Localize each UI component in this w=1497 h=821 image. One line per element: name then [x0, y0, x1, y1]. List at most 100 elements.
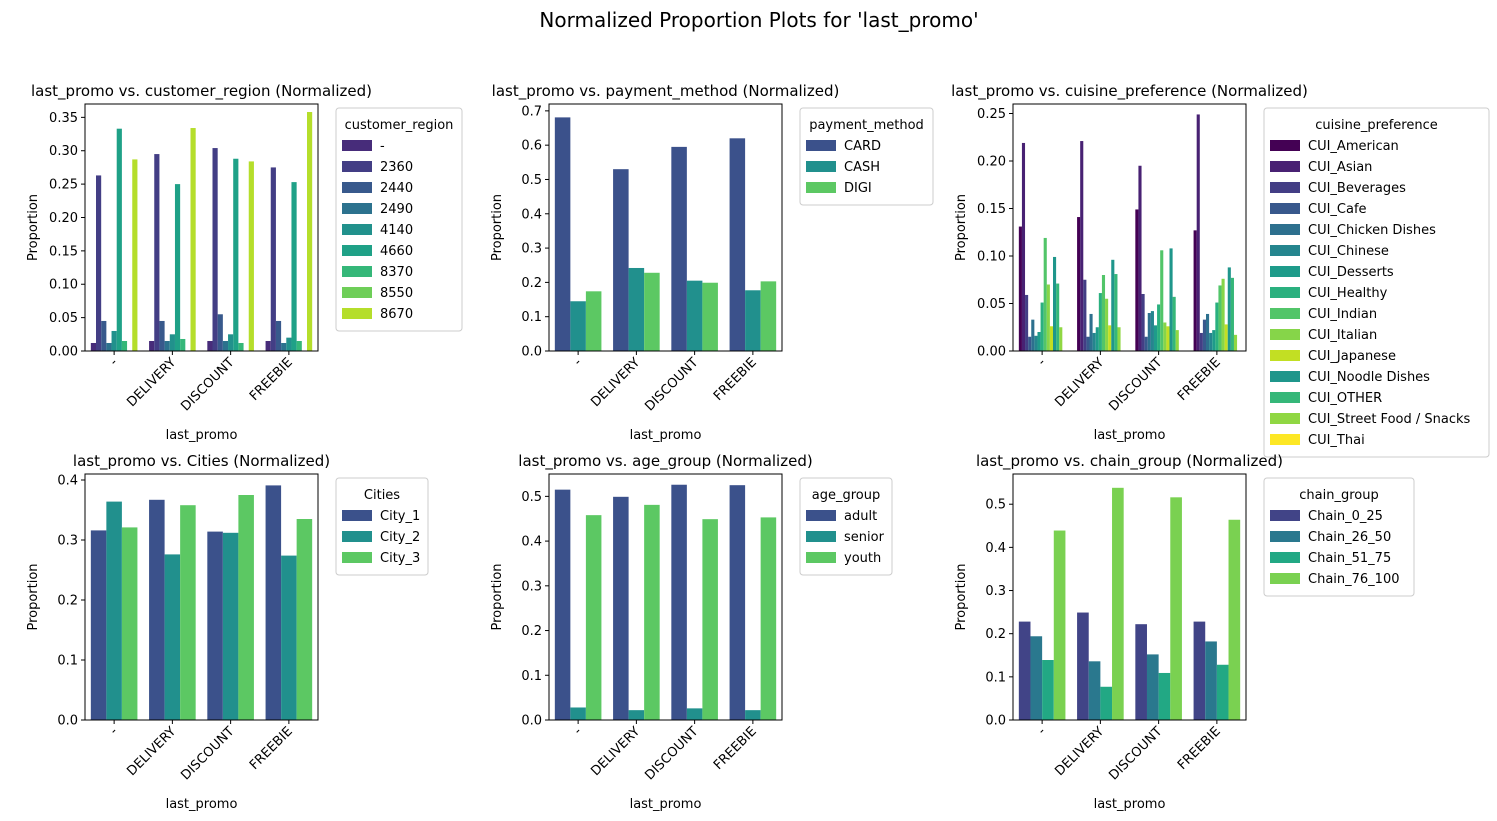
- bar: [1202, 319, 1206, 351]
- bars: [90, 485, 313, 720]
- bar: [275, 320, 282, 351]
- bar: [164, 340, 170, 351]
- legend-label: City_1: [380, 509, 420, 524]
- legend-swatch: [1270, 350, 1300, 361]
- legend-title: age_group: [812, 488, 880, 503]
- legend-swatch: [1270, 287, 1300, 298]
- y-tick-label: 0.05: [977, 297, 1006, 312]
- y-tick-label: 0.00: [977, 345, 1006, 360]
- bar: [1170, 497, 1182, 720]
- x-tick-label: FREEBIE: [711, 355, 760, 404]
- bar: [90, 530, 107, 720]
- bar: [296, 340, 302, 351]
- bar: [90, 342, 97, 351]
- figure-suptitle: Normalized Proportion Plots for 'last_pr…: [539, 8, 978, 32]
- bar: [1018, 621, 1031, 720]
- y-axis-label: Proportion: [26, 194, 41, 261]
- bar: [1153, 325, 1158, 351]
- x-tick-label: -: [571, 355, 585, 369]
- bar: [1193, 621, 1206, 720]
- bar: [1105, 298, 1109, 351]
- x-tick-label: DELIVERY: [1052, 724, 1107, 779]
- bar: [1111, 259, 1115, 351]
- bar: [702, 519, 718, 720]
- legend-label: DIGI: [844, 181, 872, 196]
- bar: [1175, 330, 1179, 351]
- legend-swatch: [1270, 552, 1300, 563]
- legend-swatch: [342, 510, 372, 521]
- bar: [174, 184, 181, 351]
- chart-title: last_promo vs. customer_region (Normaliz…: [31, 82, 372, 101]
- bar: [281, 555, 297, 720]
- legend-label: youth: [844, 551, 881, 566]
- bar: [233, 158, 239, 351]
- bar: [1215, 302, 1219, 351]
- bar: [1150, 311, 1154, 351]
- bar: [154, 154, 160, 351]
- axes-frame: [1012, 473, 1247, 721]
- x-tick-label: FREEBIE: [711, 724, 760, 773]
- bar: [307, 112, 313, 351]
- y-tick-label: 0.2: [521, 276, 542, 291]
- bar: [1138, 165, 1142, 351]
- legend-label: CUI_Noodle Dishes: [1308, 370, 1430, 385]
- x-tick-label: FREEBIE: [1175, 724, 1224, 773]
- legend-label: 2360: [380, 160, 413, 175]
- legend-label: 4140: [380, 223, 413, 238]
- bar: [570, 301, 586, 351]
- bar: [96, 175, 102, 351]
- bar: [1114, 274, 1118, 351]
- legend-title: payment_method: [809, 118, 924, 133]
- legend-title: Cities: [364, 488, 400, 503]
- bar: [132, 159, 138, 351]
- bar: [1028, 336, 1032, 351]
- legend-label: Chain_0_25: [1308, 509, 1383, 524]
- y-tick-label: 0.25: [49, 178, 78, 193]
- bar: [265, 485, 282, 720]
- legend-label: CUI_Beverages: [1308, 181, 1406, 196]
- axes-frame: [84, 103, 319, 352]
- bar: [1021, 142, 1026, 351]
- bars: [554, 484, 777, 720]
- bar: [613, 496, 629, 720]
- bar: [1053, 256, 1057, 351]
- legend-swatch: [342, 224, 372, 235]
- x-tick-label: DISCOUNT: [642, 355, 701, 414]
- bar: [570, 707, 586, 720]
- legend-swatch: [342, 266, 372, 277]
- y-axis-label: Proportion: [490, 563, 505, 630]
- x-tick-label: DELIVERY: [124, 355, 179, 410]
- bar: [1146, 654, 1159, 720]
- x-tick-label: DISCOUNT: [178, 724, 237, 783]
- bar: [686, 280, 703, 351]
- x-tick-label: -: [571, 724, 585, 738]
- legend-label: CUI_Desserts: [1308, 265, 1394, 280]
- bar: [686, 708, 703, 720]
- legend: payment_method CARD CASH DIGI: [799, 107, 934, 206]
- bar: [180, 338, 186, 351]
- chart-panel-3: last_promo vs. cuisine_preference (Norma…: [951, 82, 1490, 458]
- bar: [248, 161, 254, 351]
- y-tick-label: 0.10: [977, 250, 1006, 265]
- legend-swatch: [1270, 329, 1300, 340]
- bars: [554, 117, 777, 351]
- legend-swatch: [1270, 392, 1300, 403]
- bar: [760, 517, 777, 720]
- x-axis-label: last_promo: [1094, 797, 1166, 812]
- legend-label: 8370: [380, 265, 413, 280]
- y-tick-label: 0.4: [521, 207, 542, 222]
- bar: [1034, 335, 1038, 351]
- legend-frame: [799, 107, 934, 206]
- legend-swatch: [1270, 245, 1300, 256]
- bar: [116, 128, 122, 351]
- legend-swatch: [1270, 203, 1300, 214]
- chart-title: last_promo vs. cuisine_preference (Norma…: [951, 82, 1308, 101]
- bar: [644, 272, 660, 351]
- bar: [222, 532, 239, 720]
- legend-label: CUI_Thai: [1308, 433, 1365, 448]
- bar: [149, 499, 165, 720]
- x-tick-label: DELIVERY: [588, 724, 643, 779]
- legend-swatch: [1270, 413, 1300, 424]
- y-tick-label: 0.1: [57, 654, 78, 669]
- chart-panel-2: last_promo vs. payment_method (Normalize…: [490, 82, 934, 443]
